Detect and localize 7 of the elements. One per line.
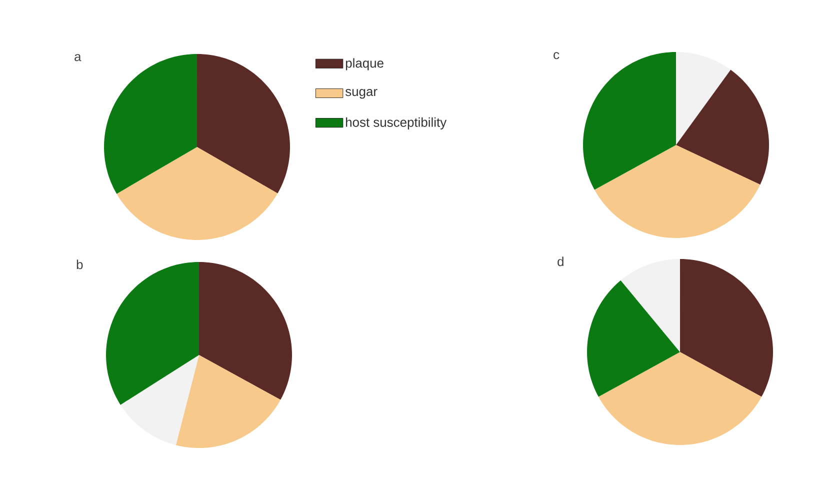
chart-title: b <box>76 260 83 270</box>
chart-title: c <box>554 52 560 60</box>
chart-title: d <box>558 256 564 266</box>
legend-label: plaque <box>346 58 384 70</box>
chart-title: a <box>74 54 82 62</box>
legend-label: sugar <box>345 88 378 99</box>
legend-label: host susceptibility <box>346 117 447 130</box>
